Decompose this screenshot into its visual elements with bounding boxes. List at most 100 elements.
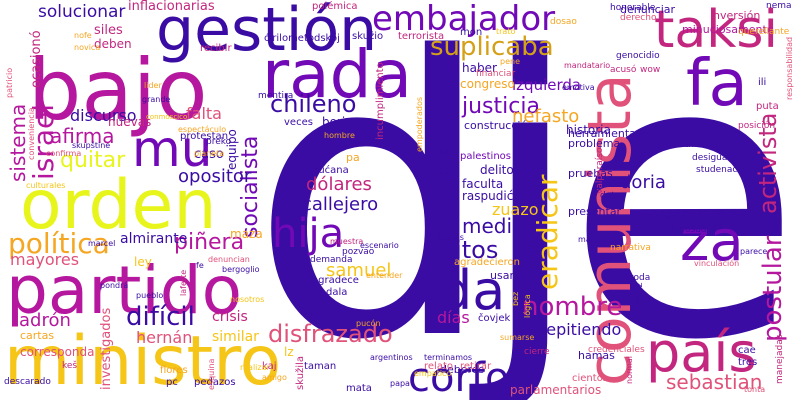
word: comunista xyxy=(575,73,645,386)
word: empoderados xyxy=(415,96,424,152)
word: mon xyxy=(460,27,483,38)
word: fa xyxy=(686,47,748,121)
word: eradicar xyxy=(531,174,564,290)
word: ley xyxy=(134,255,152,269)
word: hernán xyxy=(136,328,193,347)
word: construcción xyxy=(464,119,535,132)
word: disfrazado xyxy=(268,320,393,348)
word: nave xyxy=(654,213,677,223)
word: palestinos xyxy=(460,151,511,162)
word: pa xyxy=(346,151,360,164)
word: escenario xyxy=(360,241,399,250)
word: usando xyxy=(490,269,531,282)
word: pene xyxy=(500,57,520,66)
word: hamas xyxy=(578,349,615,362)
word: izquierda xyxy=(512,76,582,94)
word: marcel xyxy=(88,239,116,248)
word: faculta xyxy=(462,177,504,191)
word: trato xyxy=(496,27,516,36)
word: medina xyxy=(462,214,537,238)
word: lz xyxy=(284,345,294,359)
word: recibir xyxy=(200,43,232,54)
word: ministro xyxy=(4,322,282,400)
word: bergoglio xyxy=(222,265,260,274)
word: parece xyxy=(740,247,768,256)
word: días xyxy=(437,308,470,327)
word: confirma xyxy=(46,149,82,158)
word: esquina xyxy=(207,358,216,390)
word: dosao xyxy=(550,17,577,27)
word: sumarse xyxy=(500,333,535,342)
word: skužila xyxy=(295,356,306,390)
word: grande xyxy=(142,95,171,104)
word: similar xyxy=(212,329,259,345)
word: hija xyxy=(272,211,345,257)
word: terminamos xyxy=(424,353,473,362)
word: nefasto xyxy=(512,106,580,127)
word: pc xyxy=(166,377,178,388)
word: mentira xyxy=(258,91,294,101)
word: crisis xyxy=(212,309,248,325)
word: doria xyxy=(620,172,666,193)
word: ćirilometodskoj xyxy=(264,33,340,44)
word: orden xyxy=(20,166,217,245)
word: denuncian xyxy=(208,255,250,264)
word: delitos xyxy=(480,163,520,177)
word: talcahuano xyxy=(680,137,742,150)
word: manejadas xyxy=(775,334,785,384)
word: conveniencia xyxy=(27,107,36,160)
word: incumplimiento xyxy=(375,62,386,140)
word: nombre xyxy=(522,292,623,322)
word: falta xyxy=(186,104,222,123)
word: cientos xyxy=(572,373,609,384)
word: emotiva xyxy=(562,83,595,92)
word: toda xyxy=(630,273,651,283)
word: veces xyxy=(284,117,313,128)
word: siles xyxy=(94,23,123,38)
word: solucionar xyxy=(38,2,126,22)
word: realizar xyxy=(240,363,270,372)
word: pozvao xyxy=(342,247,375,257)
word: mu xyxy=(132,120,213,178)
word: deberes xyxy=(440,363,485,376)
word: inversión xyxy=(710,9,761,22)
word: pedazos xyxy=(194,377,236,388)
word: difícil xyxy=(126,302,195,332)
word: puta xyxy=(756,101,779,112)
word: minuciosamente xyxy=(682,23,774,36)
word: desigual xyxy=(692,153,730,163)
word: flores xyxy=(160,365,188,376)
word: lógica xyxy=(523,294,532,318)
word: protestan xyxy=(180,131,229,142)
word: dala xyxy=(326,287,348,298)
word: política xyxy=(8,227,110,260)
word: za xyxy=(680,209,744,274)
word: patricio xyxy=(5,67,14,98)
word: opositor xyxy=(178,166,252,187)
word: dato xyxy=(600,191,621,201)
word: callejero xyxy=(302,194,379,215)
word: tonta xyxy=(744,385,766,394)
word: ladrón xyxy=(14,310,71,331)
word: ocasionó xyxy=(29,30,44,88)
word: presentar xyxy=(568,205,622,218)
word: novica xyxy=(74,43,101,52)
word: pucón xyxy=(356,319,381,328)
word: keš xyxy=(62,361,78,371)
word: agradecieron xyxy=(454,257,520,268)
word: culturales xyxy=(26,181,66,190)
word: mata xyxy=(346,383,372,394)
word: dje xyxy=(250,0,800,400)
word: gestión xyxy=(156,0,378,65)
word: corfo xyxy=(408,355,510,400)
word: sistema xyxy=(6,103,30,182)
word: partido xyxy=(6,252,242,329)
word: ili xyxy=(758,77,767,88)
word: argentinos xyxy=(370,353,413,362)
word: demanda xyxy=(310,255,353,265)
word: amigo xyxy=(262,373,287,382)
word: nuevas xyxy=(108,115,152,129)
word: cartas xyxy=(20,329,55,342)
word: čovjek xyxy=(478,313,511,324)
